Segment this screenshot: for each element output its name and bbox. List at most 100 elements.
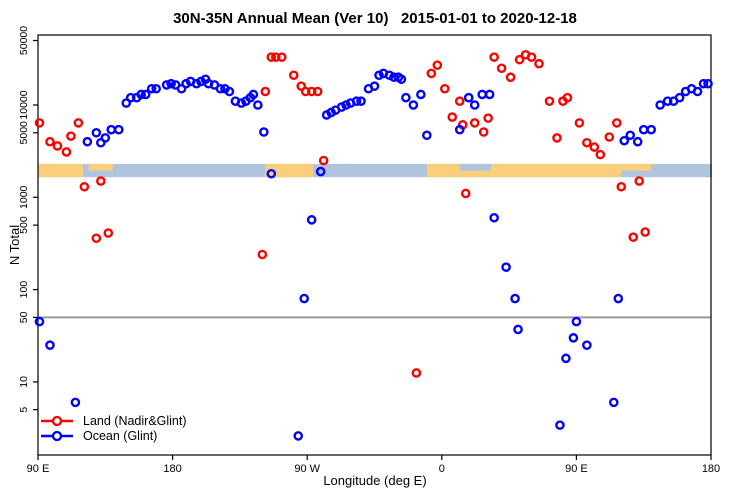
data-point (484, 89, 495, 100)
legend-item-land: Land (Nadir&Glint) (40, 413, 187, 428)
data-point (66, 131, 76, 141)
data-point (454, 124, 465, 135)
data-point (236, 98, 247, 108)
data-point (306, 86, 317, 97)
data-point (544, 96, 555, 106)
data-point (408, 100, 419, 110)
points-ocean (34, 68, 713, 441)
data-point (100, 133, 111, 143)
data-point (401, 92, 411, 103)
data-point (552, 133, 562, 143)
data-point (454, 96, 465, 106)
data-point (655, 100, 665, 110)
data-point (505, 72, 516, 83)
data-point (483, 113, 493, 123)
data-point (356, 96, 366, 106)
data-point (396, 74, 407, 85)
data-point (640, 227, 650, 237)
map-strip-partial-land (621, 163, 652, 171)
data-point (422, 130, 432, 141)
data-point (439, 83, 450, 94)
data-point (312, 86, 323, 97)
data-point (534, 58, 544, 69)
data-point (526, 52, 537, 62)
data-point (432, 60, 443, 70)
y-tick-label: 50000 (18, 26, 30, 55)
legend: Land (Nadir&Glint) Ocean (Glint) (40, 413, 187, 443)
data-point (121, 98, 132, 108)
map-strip-land-segment (426, 163, 622, 178)
data-point (589, 142, 600, 152)
data-point (619, 135, 630, 146)
data-point (270, 52, 281, 62)
y-tick-label: 5 (18, 407, 30, 413)
data-point (608, 397, 619, 408)
x-tick-label: 0 (439, 463, 445, 475)
y-tick-label: 1000 (18, 185, 30, 209)
data-point (555, 420, 565, 430)
y-tick-label: 50 (18, 311, 30, 323)
data-point (616, 181, 627, 192)
data-point (79, 181, 90, 192)
data-point (501, 262, 511, 272)
data-point (469, 118, 480, 128)
data-point (52, 141, 63, 151)
points-land (34, 49, 650, 378)
data-point (703, 78, 713, 89)
data-point (136, 89, 146, 100)
data-point (103, 228, 114, 238)
data-point (574, 118, 585, 128)
data-point (513, 324, 523, 335)
data-point (628, 232, 639, 242)
data-point (260, 86, 271, 97)
data-point (514, 54, 525, 65)
data-point (698, 78, 709, 89)
data-point (595, 149, 606, 160)
data-point (510, 293, 520, 304)
ocean-marker-icon (41, 430, 73, 441)
legend-item-ocean: Ocean (Glint) (40, 428, 187, 443)
data-point (625, 130, 636, 141)
data-point (318, 155, 329, 166)
map-strip-land-segment (265, 163, 314, 178)
y-tick-label: 10 (18, 376, 30, 388)
data-point (257, 249, 268, 260)
data-point (369, 81, 380, 91)
data-point (82, 136, 93, 147)
data-point (411, 368, 422, 378)
data-point (489, 212, 499, 223)
data-point (45, 136, 55, 147)
data-point (106, 124, 117, 135)
data-point (571, 316, 582, 327)
data-point (45, 340, 55, 350)
data-point (582, 340, 592, 350)
data-point (34, 316, 45, 327)
data-point (489, 52, 499, 62)
data-point (34, 118, 45, 128)
map-strip-partial-land (88, 163, 113, 171)
data-point (561, 353, 571, 364)
data-point (638, 124, 649, 135)
data-point (253, 100, 263, 110)
data-point (416, 89, 426, 100)
data-point (582, 137, 592, 148)
data-point (296, 81, 307, 91)
data-point (674, 92, 685, 103)
data-point (161, 80, 172, 90)
y-tick-label: 5000 (18, 121, 30, 145)
data-point (662, 96, 673, 106)
data-point (351, 96, 362, 106)
data-point (496, 63, 507, 74)
chart-title: 30N-35N Annual Mean (Ver 10) 2015-01-01 … (173, 10, 577, 27)
data-point (604, 132, 615, 142)
data-point (426, 68, 437, 79)
data-point (568, 333, 579, 343)
data-point (224, 86, 235, 97)
data-point (447, 112, 458, 122)
x-tick-label: 180 (163, 463, 181, 475)
legend-label-ocean: Ocean (Glint) (83, 428, 158, 443)
data-point (151, 83, 161, 94)
data-point (562, 92, 573, 103)
